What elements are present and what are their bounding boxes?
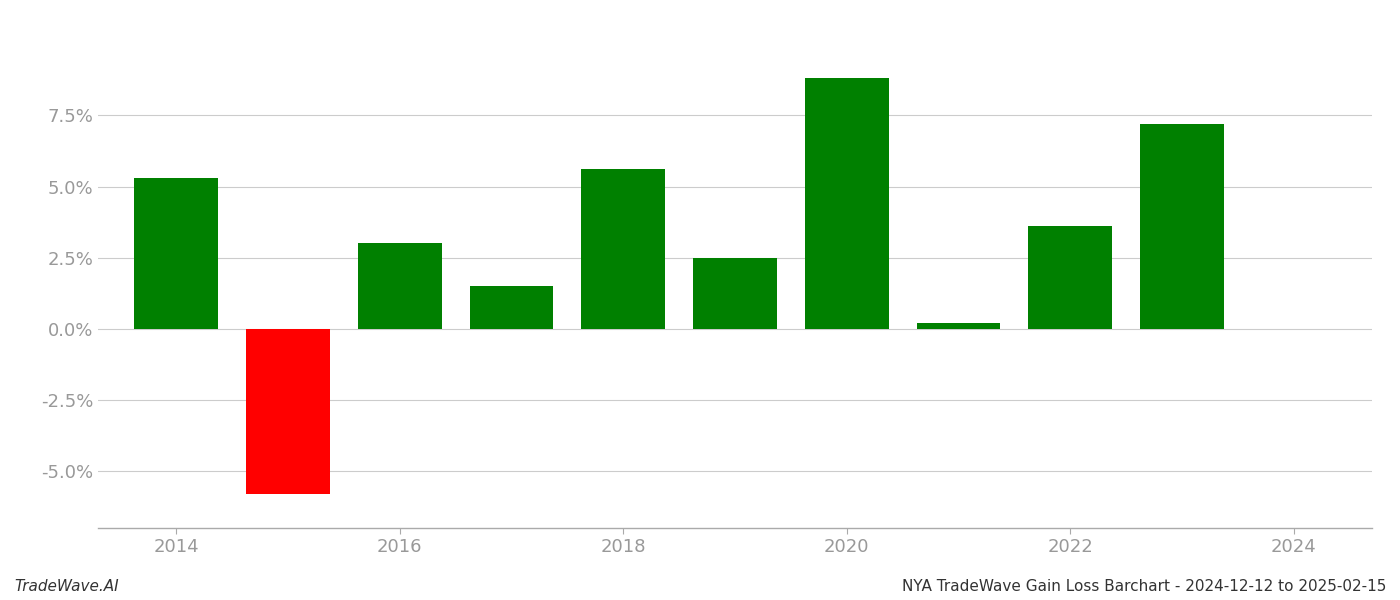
Bar — [1029, 226, 1112, 329]
Bar — [134, 178, 218, 329]
Bar — [581, 169, 665, 329]
Bar — [469, 286, 553, 329]
Bar — [246, 329, 330, 494]
Bar — [358, 244, 441, 329]
Bar — [1140, 124, 1224, 329]
Text: NYA TradeWave Gain Loss Barchart - 2024-12-12 to 2025-02-15: NYA TradeWave Gain Loss Barchart - 2024-… — [902, 579, 1386, 594]
Bar — [917, 323, 1001, 329]
Text: TradeWave.AI: TradeWave.AI — [14, 579, 119, 594]
Bar — [805, 79, 889, 329]
Bar — [693, 257, 777, 329]
